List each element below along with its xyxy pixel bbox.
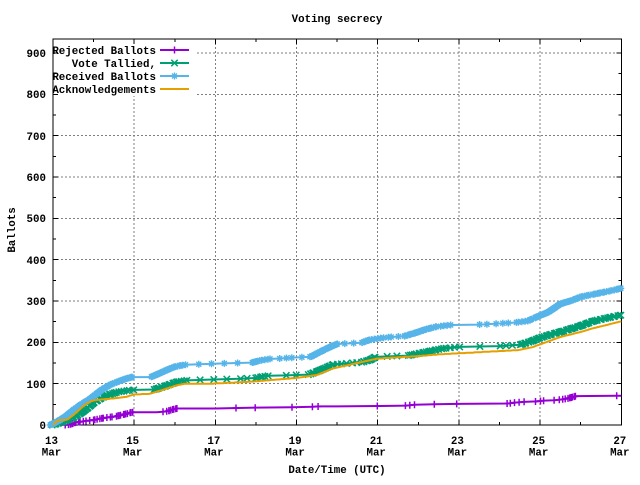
svg-text:100: 100	[27, 380, 46, 392]
svg-text:300: 300	[27, 297, 46, 309]
svg-text:23: 23	[451, 436, 464, 448]
svg-text:800: 800	[27, 90, 46, 102]
svg-text:17: 17	[207, 436, 220, 448]
svg-text:21: 21	[370, 436, 383, 448]
svg-text:Mar: Mar	[610, 448, 629, 460]
svg-text:Mar: Mar	[42, 448, 61, 460]
svg-text:200: 200	[27, 338, 46, 350]
svg-text:900: 900	[27, 49, 46, 61]
svg-text:25: 25	[532, 436, 545, 448]
svg-text:400: 400	[27, 256, 46, 268]
svg-text:600: 600	[27, 173, 46, 185]
svg-text:Mar: Mar	[529, 448, 548, 460]
svg-text:27: 27	[613, 436, 626, 448]
svg-text:700: 700	[27, 132, 46, 144]
svg-text:Mar: Mar	[123, 448, 142, 460]
svg-text:Acknowledgements: Acknowledgements	[52, 85, 156, 97]
svg-text:Vote Tallied,: Vote Tallied,	[72, 59, 156, 71]
svg-text:Mar: Mar	[285, 448, 304, 460]
svg-text:15: 15	[126, 436, 139, 448]
svg-text:19: 19	[289, 436, 302, 448]
svg-text:Received Ballots: Received Ballots	[52, 72, 156, 84]
svg-text:Mar: Mar	[448, 448, 467, 460]
svg-text:Mar: Mar	[366, 448, 385, 460]
svg-text:500: 500	[27, 214, 46, 226]
svg-text:Date/Time (UTC): Date/Time (UTC)	[288, 465, 385, 477]
svg-text:Ballots: Ballots	[7, 207, 19, 252]
svg-text:Voting secrecy: Voting secrecy	[292, 14, 383, 26]
svg-text:0: 0	[40, 421, 46, 433]
svg-text:Rejected Ballots: Rejected Ballots	[52, 46, 156, 58]
svg-text:Mar: Mar	[204, 448, 223, 460]
svg-text:13: 13	[45, 436, 58, 448]
